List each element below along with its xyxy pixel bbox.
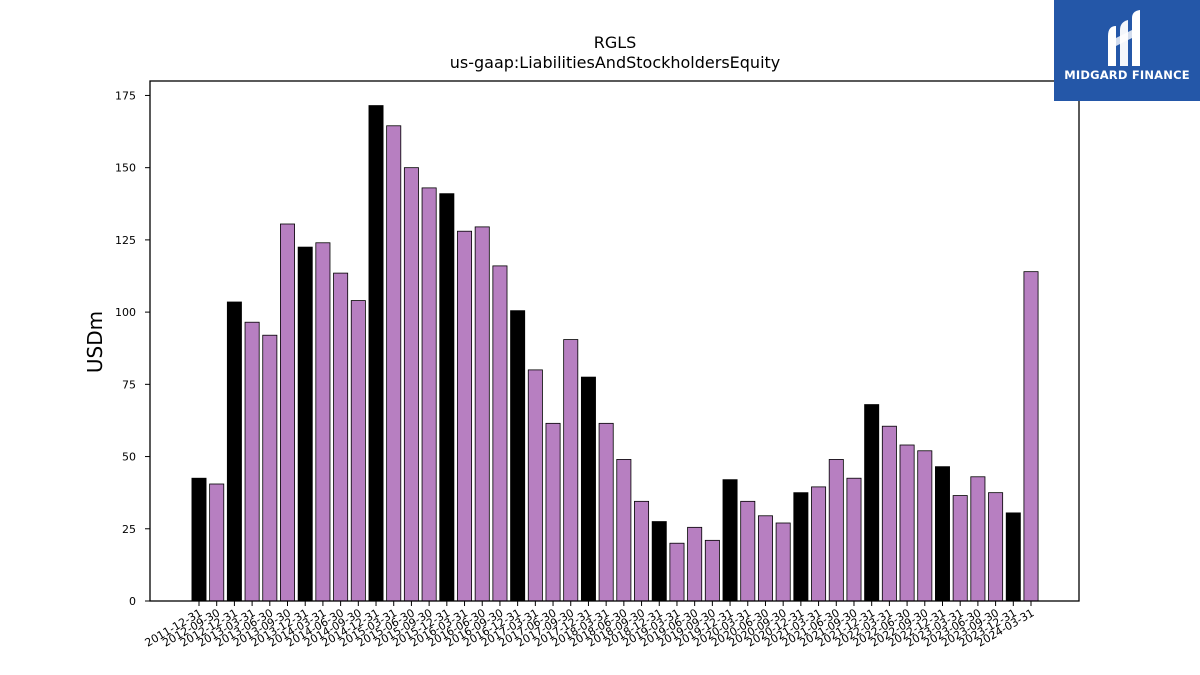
bar-2016-09-30 xyxy=(492,265,508,602)
bar-2013-12-31 xyxy=(297,246,313,602)
bar-2013-06-30 xyxy=(262,334,278,602)
plot-frame xyxy=(149,80,1080,602)
bar-2017-03-31 xyxy=(527,369,543,602)
bar-2013-03-31 xyxy=(244,321,260,602)
bar-2011-12-31 xyxy=(191,477,207,602)
y-axis-label: USDm xyxy=(83,311,107,373)
bar-2017-06-30 xyxy=(545,422,561,602)
y-tick-label: 50 xyxy=(122,451,136,464)
bar-2015-12-31 xyxy=(439,193,455,602)
x-axis-ticks: 2011-12-312012-09-302012-12-312013-03-31… xyxy=(143,601,1037,650)
bar-2016-12-31 xyxy=(510,310,526,602)
bar-2023-09-30 xyxy=(988,492,1004,602)
bar-2014-06-30 xyxy=(333,272,349,602)
bar-2015-03-31 xyxy=(386,125,402,602)
bar-2021-12-31 xyxy=(864,404,880,602)
bar-2013-09-30 xyxy=(280,223,295,602)
bar-2019-03-31 xyxy=(669,542,685,602)
bar-2018-12-31 xyxy=(651,521,667,602)
y-axis-ticks: 0 25 50 75 100 125 150 175 xyxy=(115,89,150,608)
chart-subtitle: us-gaap:LiabilitiesAndStockholdersEquity xyxy=(450,53,781,72)
y-tick-label: 0 xyxy=(129,595,136,608)
y-tick-label: 25 xyxy=(122,523,136,536)
y-tick-label: 100 xyxy=(115,306,136,319)
brand-name: MIDGARD FINANCE xyxy=(1064,68,1190,82)
bar-2024-03-31 xyxy=(1023,271,1039,602)
bar-2012-09-30 xyxy=(209,483,225,602)
bar-2020-09-30 xyxy=(775,522,791,602)
bar-2020-03-31 xyxy=(740,500,756,602)
brand-logo: MIDGARD FINANCE xyxy=(1054,0,1200,101)
bar-2021-09-30 xyxy=(846,477,862,602)
bar-2021-06-30 xyxy=(828,459,844,602)
bar-2020-12-31 xyxy=(793,492,809,602)
y-tick-label: 75 xyxy=(122,378,136,391)
bar-2014-09-30 xyxy=(350,300,366,602)
y-tick-label: 175 xyxy=(115,89,136,102)
bar-2022-12-31 xyxy=(935,466,950,602)
bar-2016-03-31 xyxy=(457,230,473,602)
bar-2019-09-30 xyxy=(704,539,720,602)
bar-2018-03-31 xyxy=(598,422,614,602)
bars-group xyxy=(191,105,1039,602)
bar-2020-06-30 xyxy=(757,515,773,602)
bar-2018-09-30 xyxy=(634,500,650,602)
bar-2021-03-31 xyxy=(811,486,827,602)
bar-2012-12-31 xyxy=(226,301,242,602)
bar-2015-09-30 xyxy=(421,187,437,602)
bar-2017-12-31 xyxy=(580,376,596,602)
y-tick-label: 150 xyxy=(115,162,136,175)
y-tick-label: 125 xyxy=(115,234,136,247)
bar-2016-06-30 xyxy=(474,226,490,602)
chart-title: RGLS xyxy=(594,33,637,52)
bar-2022-06-30 xyxy=(899,444,915,602)
bar-2014-03-31 xyxy=(315,242,331,602)
bar-2022-09-30 xyxy=(917,450,933,602)
bar-2023-03-31 xyxy=(952,495,968,602)
midgard-m-icon xyxy=(1108,10,1140,66)
bar-2015-06-30 xyxy=(403,167,419,602)
bar-2023-12-31 xyxy=(1005,512,1021,602)
bar-2018-06-30 xyxy=(616,459,632,602)
bar-2017-09-30 xyxy=(563,339,579,602)
bar-2014-12-31 xyxy=(368,105,384,602)
bar-2019-06-30 xyxy=(687,526,703,602)
bar-2019-12-31 xyxy=(722,479,738,602)
bar-2022-03-31 xyxy=(881,425,897,602)
bar-2023-06-30 xyxy=(970,476,986,602)
